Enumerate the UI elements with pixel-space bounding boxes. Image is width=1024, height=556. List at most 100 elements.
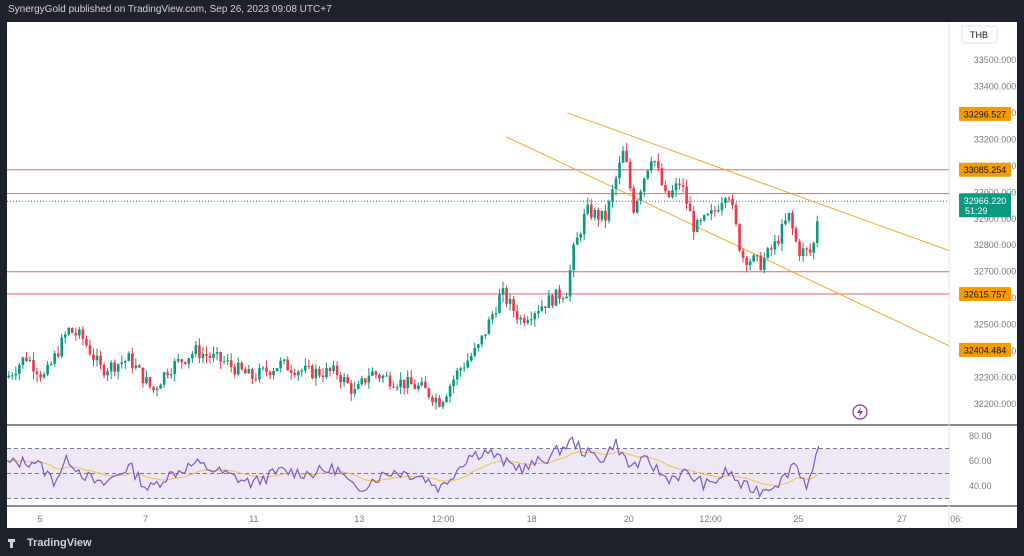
candle-body — [526, 320, 530, 323]
current-price-badge — [959, 193, 1011, 218]
currency-box — [961, 25, 998, 44]
candle-body — [462, 367, 466, 369]
lightning-bolt — [857, 407, 863, 417]
candle-body — [731, 199, 734, 205]
candle-body — [53, 353, 56, 364]
tradingview-logo[interactable]: TradingView — [8, 537, 92, 549]
price-label-text: 33085.254 — [964, 165, 1007, 175]
candle-body — [607, 201, 611, 221]
candle-body — [657, 161, 660, 169]
candle-body — [770, 248, 773, 250]
candle-body — [727, 198, 731, 200]
publisher-text: SynergyGold published on TradingView.com… — [8, 4, 332, 15]
candle-body — [148, 377, 152, 387]
candle-body — [452, 379, 455, 387]
candle-body — [162, 372, 166, 385]
candle-body — [215, 352, 219, 354]
candle-body — [660, 168, 664, 186]
candle-body — [642, 178, 646, 192]
candle-body — [724, 198, 727, 204]
candle-body — [611, 189, 614, 202]
candle-body — [784, 220, 787, 225]
candle-body — [445, 396, 448, 403]
candle-body — [794, 228, 798, 242]
candle-body — [420, 381, 424, 386]
price-chart[interactable]: 33500.00033400.00033300.00033200.0003310… — [6, 22, 1017, 528]
time-tick-label: 25 — [793, 514, 803, 524]
candle-body — [547, 295, 551, 308]
price-tick-label: 32800.000 — [974, 240, 1017, 250]
candle-body — [438, 397, 441, 407]
candle-body — [106, 371, 109, 376]
candle-body — [236, 362, 240, 375]
candle-body — [251, 369, 254, 379]
candle-body — [240, 362, 244, 370]
candle-body — [32, 360, 35, 372]
candle-body — [226, 360, 229, 362]
footer-bar — [0, 530, 1024, 556]
candle-body — [487, 319, 491, 335]
candle-body — [561, 298, 565, 300]
candle-body — [85, 338, 88, 346]
candle-body — [194, 345, 198, 354]
candle-body — [540, 306, 544, 312]
candle-body — [385, 375, 388, 377]
candle-body — [300, 370, 304, 372]
candle-body — [364, 378, 367, 383]
rsi-tick-label: 60.00 — [969, 456, 992, 466]
candle-body — [565, 296, 568, 299]
candle-body — [777, 241, 780, 244]
candle-body — [455, 370, 459, 380]
candle-body — [131, 353, 134, 368]
candle-body — [681, 185, 685, 187]
countdown-text: 51:29 — [965, 206, 988, 216]
price-label-badge — [959, 342, 1011, 357]
candle-body — [589, 204, 593, 218]
candle-body — [25, 357, 28, 361]
candle-body — [434, 397, 438, 403]
tradingview-brand: TradingView — [27, 537, 92, 549]
candle-body — [176, 359, 180, 362]
candle-body — [353, 388, 357, 394]
time-tick-label: 18 — [527, 514, 537, 524]
candle-body — [14, 373, 18, 376]
candle-body — [289, 370, 293, 373]
candle-body — [325, 368, 328, 378]
chart-panel[interactable]: 33500.00033400.00033300.00033200.0003310… — [6, 22, 1017, 528]
candle-body — [360, 378, 364, 385]
candle-body — [88, 345, 92, 355]
candle-body — [63, 334, 67, 338]
candle-body — [706, 213, 710, 216]
candle-body — [21, 357, 25, 365]
candle-body — [349, 382, 353, 394]
candle-body — [39, 374, 42, 378]
candle-body — [745, 257, 748, 266]
rsi-tick-label: 40.00 — [969, 481, 992, 491]
candle-body — [395, 387, 399, 389]
candle-body — [787, 212, 791, 221]
candle-body — [138, 365, 141, 368]
candle-body — [664, 185, 667, 192]
candle-body — [406, 377, 410, 389]
candle-body — [152, 386, 155, 391]
candle-body — [759, 255, 763, 270]
candle-body — [258, 368, 261, 380]
candle-body — [572, 244, 575, 271]
candle-body — [371, 371, 374, 376]
candle-body — [801, 248, 805, 257]
candle-body — [328, 368, 332, 372]
candle-body — [10, 375, 14, 377]
candle-body — [551, 295, 554, 306]
candle-body — [808, 249, 812, 253]
candle-body — [35, 371, 39, 375]
candle-body — [491, 314, 494, 320]
candle-body — [159, 384, 162, 389]
candle-body — [18, 364, 21, 374]
candle-body — [116, 364, 120, 372]
candle-body — [762, 257, 766, 270]
price-label-text: 32404.484 — [964, 345, 1007, 355]
candle-body — [537, 311, 540, 314]
publisher-bar: SynergyGold published on TradingView.com… — [0, 0, 1024, 20]
candle-body — [618, 162, 621, 179]
candle-body — [431, 397, 434, 403]
